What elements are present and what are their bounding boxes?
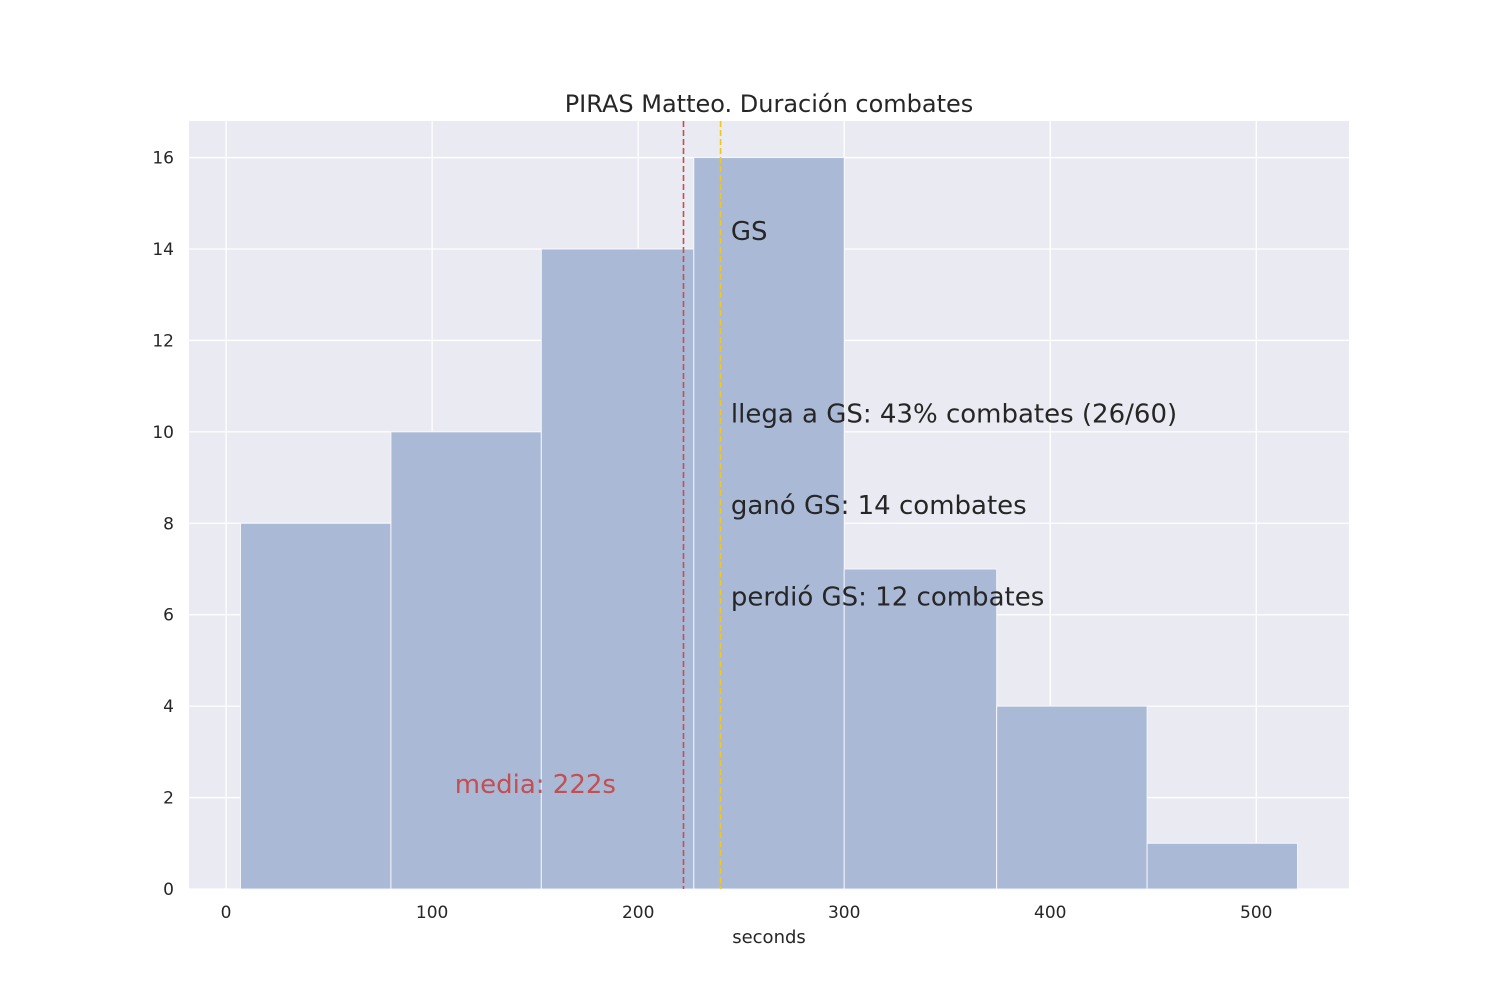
- y-tick-label: 0: [163, 880, 174, 900]
- annotation-text: GS: [731, 217, 768, 247]
- histogram-bar: [540, 248, 695, 890]
- y-tick-label: 8: [163, 514, 174, 534]
- y-tick-label: 14: [152, 240, 174, 260]
- axis-ticks: 0 100 200 300 400 500 0 2 4 6 8 10 12 14 16: [152, 149, 1272, 923]
- x-axis-label: seconds: [732, 927, 806, 948]
- reference-lines: [682, 121, 722, 889]
- y-tick-label: 16: [152, 149, 174, 169]
- x-tick-label: 500: [1240, 903, 1272, 923]
- annotation-text: media: 222s: [455, 770, 616, 800]
- annotation-text: perdió GS: 12 combates: [731, 583, 1044, 613]
- histogram-bar: [996, 705, 1148, 890]
- x-tick-label: 0: [221, 903, 232, 923]
- x-tick-label: 400: [1034, 903, 1066, 923]
- x-tick-label: 200: [622, 903, 654, 923]
- histogram-bar: [240, 522, 392, 890]
- annotation-text: ganó GS: 14 combates: [731, 491, 1027, 521]
- annotations: media: 222s GS llega a GS: 43% combates (2…: [455, 217, 1177, 800]
- y-tick-label: 12: [152, 331, 174, 351]
- y-tick-label: 10: [152, 423, 174, 443]
- histogram-bars: [240, 157, 1298, 890]
- x-tick-label: 100: [416, 903, 448, 923]
- histogram-bar: [1146, 842, 1298, 890]
- y-tick-label: 4: [163, 697, 174, 717]
- annotation-text: llega a GS: 43% combates (26/60): [731, 400, 1177, 430]
- y-tick-label: 2: [163, 789, 174, 809]
- chart-title: PIRAS Matteo. Duración combates: [565, 90, 974, 118]
- histogram-bar: [390, 431, 542, 890]
- histogram-bar: [843, 568, 998, 890]
- histogram-bar: [693, 157, 845, 890]
- x-tick-label: 300: [828, 903, 860, 923]
- y-tick-label: 6: [163, 606, 174, 626]
